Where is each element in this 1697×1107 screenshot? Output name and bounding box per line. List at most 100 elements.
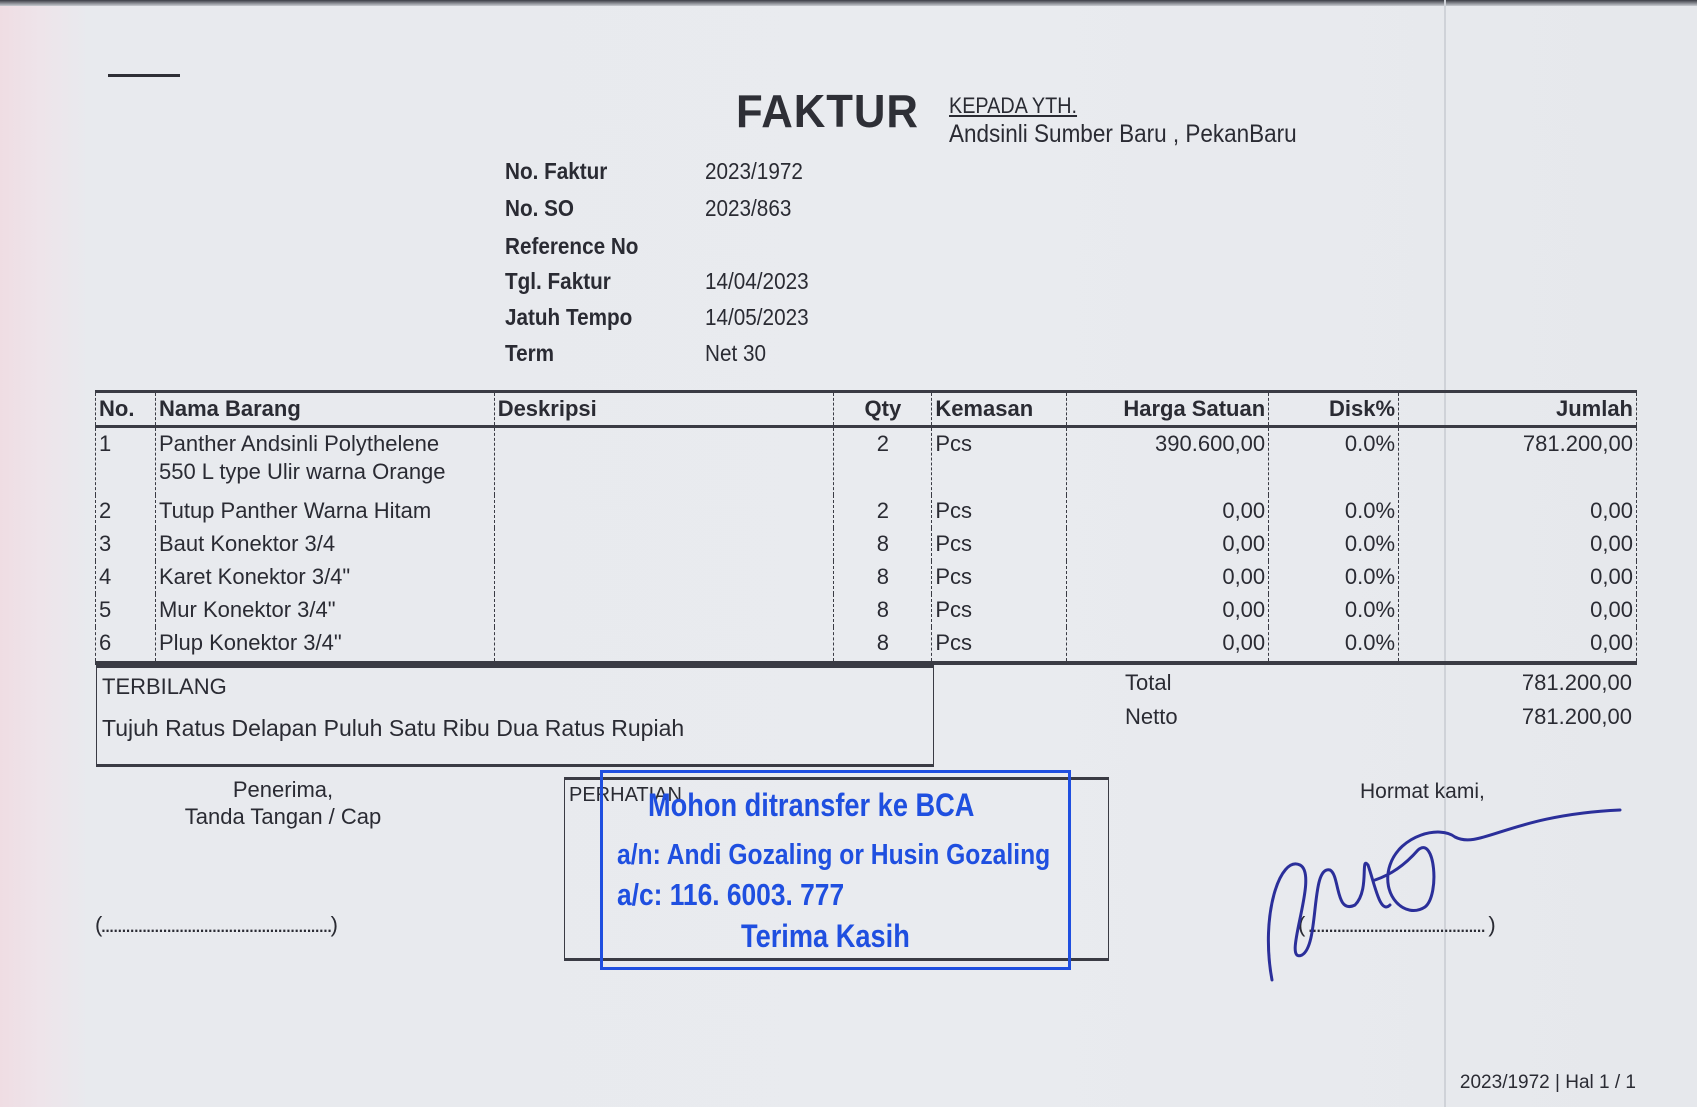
cell-jumlah: 781.200,00 (1398, 426, 1637, 495)
cell-deskripsi (493, 527, 835, 561)
netto-label: Netto (1125, 704, 1178, 729)
cell-kemasan: Pcs (931, 593, 1068, 627)
cell-jumlah: 0,00 (1398, 560, 1637, 594)
cell-disk: 0.0% (1268, 626, 1400, 665)
col-header-jumlah: Jumlah (1398, 390, 1637, 428)
item-name-line2: 550 L type Ulir warna Orange (158, 459, 446, 484)
col-header-nama: Nama Barang (154, 390, 495, 428)
document-title: FAKTUR (736, 85, 919, 137)
cell-deskripsi (493, 593, 835, 627)
netto-value: 781.200,00 (1521, 704, 1632, 729)
cell-qty: 2 (833, 426, 933, 495)
cell-qty: 8 (833, 527, 933, 561)
cell-nama: Tutup Panther Warna Hitam (154, 494, 495, 528)
cell-jumlah: 0,00 (1398, 626, 1637, 665)
stamp-line-4: Terima Kasih (741, 918, 910, 954)
cell-deskripsi (493, 560, 835, 594)
cell-kemasan: Pcs (931, 560, 1068, 594)
table-row: 1 Panther Andsinli Polythelene 550 L type… (95, 426, 1637, 495)
cell-harga: 0,00 (1066, 560, 1270, 594)
item-name-line1: Panther Andsinli Polythelene (158, 431, 440, 456)
cell-no: 6 (95, 626, 156, 665)
info-label: Term (505, 340, 555, 366)
cell-nama: Baut Konektor 3/4 (154, 527, 495, 561)
terbilang-text: Tujuh Ratus Delapan Puluh Satu Ribu Dua … (102, 715, 685, 741)
cell-harga: 0,00 (1066, 494, 1270, 528)
info-value: 2023/863 (705, 195, 792, 221)
cell-jumlah: 0,00 (1398, 593, 1637, 627)
recipient-label: KEPADA YTH. (949, 93, 1078, 118)
cell-no: 3 (95, 527, 156, 561)
info-value: Net 30 (705, 340, 766, 366)
cell-qty: 8 (833, 593, 933, 627)
info-label: Reference No (505, 233, 639, 259)
page-footer: 2023/1972 | Hal 1 / 1 (1459, 1072, 1636, 1093)
perhatian-box: PERHATIAN (564, 777, 1109, 961)
cell-disk: 0.0% (1268, 593, 1400, 627)
stamp-line-3: a/c: 116. 6003. 777 (617, 877, 845, 912)
cell-qty: 8 (833, 626, 933, 665)
cell-nama: Mur Konektor 3/4" (154, 593, 495, 627)
margin-mark (108, 74, 180, 77)
table-row: 6 Plup Konektor 3/4" 8 Pcs 0,00 0.0% 0,0… (95, 626, 1637, 665)
info-value: 2023/1972 (705, 158, 803, 184)
receiver-sign-label: Tanda Tangan / Cap (184, 804, 382, 829)
cell-harga: 0,00 (1066, 593, 1270, 627)
cell-kemasan: Pcs (931, 494, 1068, 528)
col-header-deskripsi: Deskripsi (493, 390, 835, 428)
cell-kemasan: Pcs (931, 626, 1068, 665)
cell-disk: 0.0% (1268, 426, 1400, 495)
cell-harga: 390.600,00 (1066, 426, 1270, 495)
info-label: Jatuh Tempo (505, 304, 633, 330)
cell-kemasan: Pcs (931, 527, 1068, 561)
cell-deskripsi (493, 426, 835, 495)
cell-deskripsi (493, 626, 835, 665)
cell-kemasan: Pcs (931, 426, 1068, 495)
col-header-kemasan: Kemasan (931, 390, 1068, 428)
cell-nama: Karet Konektor 3/4" (154, 560, 495, 594)
receiver-signature-line: (.......................................… (95, 912, 338, 937)
receiver-label: Penerima, (232, 777, 334, 802)
cell-disk: 0.0% (1268, 560, 1400, 594)
bank-transfer-stamp: Mohon ditransfer ke BCA a/n: Andi Gozali… (600, 770, 1071, 970)
col-header-disk: Disk% (1268, 390, 1400, 428)
table-row: 2 Tutup Panther Warna Hitam 2 Pcs 0,00 0… (95, 494, 1637, 528)
cell-no: 5 (95, 593, 156, 627)
terbilang-label: TERBILANG (102, 674, 227, 699)
table-row: 4 Karet Konektor 3/4" 8 Pcs 0,00 0.0% 0,… (95, 560, 1637, 594)
total-value: 781.200,00 (1521, 670, 1632, 695)
cell-qty: 8 (833, 560, 933, 594)
cell-deskripsi (493, 494, 835, 528)
total-label: Total (1125, 670, 1172, 695)
sender-signature-line: ( ......................................… (1298, 912, 1496, 937)
cell-harga: 0,00 (1066, 626, 1270, 665)
cell-nama: Panther Andsinli Polythelene 550 L type U… (154, 426, 495, 495)
col-header-no: No. (95, 390, 156, 428)
info-value: 14/04/2023 (705, 268, 809, 294)
items-table: No. Nama Barang Deskripsi Qty Kemasan Ha… (95, 390, 1637, 665)
table-row: 3 Baut Konektor 3/4 8 Pcs 0,00 0.0% 0,00 (95, 527, 1637, 561)
cell-disk: 0.0% (1268, 527, 1400, 561)
info-label: No. Faktur (505, 158, 608, 184)
cell-no: 4 (95, 560, 156, 594)
cell-qty: 2 (833, 494, 933, 528)
info-value: 14/05/2023 (705, 304, 809, 330)
handwritten-signature (1266, 808, 1622, 982)
cell-harga: 0,00 (1066, 527, 1270, 561)
table-row: 5 Mur Konektor 3/4" 8 Pcs 0,00 0.0% 0,00 (95, 593, 1637, 627)
cell-jumlah: 0,00 (1398, 494, 1637, 528)
stamp-line-2: a/n: Andi Gozaling or Husin Gozaling (617, 839, 1051, 871)
cell-no: 2 (95, 494, 156, 528)
cell-nama: Plup Konektor 3/4" (154, 626, 495, 665)
cell-jumlah: 0,00 (1398, 527, 1637, 561)
perhatian-label: PERHATIAN (569, 784, 682, 806)
paper-top-edge (0, 0, 1697, 6)
stamp-line-1: Mohon ditransfer ke BCA (648, 787, 975, 823)
info-label: Tgl. Faktur (505, 268, 611, 294)
sender-label: Hormat kami, (1360, 780, 1485, 803)
cell-disk: 0.0% (1268, 494, 1400, 528)
terbilang-box: TERBILANG Tujuh Ratus Delapan Puluh Satu… (96, 665, 934, 767)
cell-no: 1 (95, 426, 156, 495)
info-label: No. SO (505, 195, 575, 221)
recipient-name: Andsinli Sumber Baru , PekanBaru (949, 120, 1297, 148)
